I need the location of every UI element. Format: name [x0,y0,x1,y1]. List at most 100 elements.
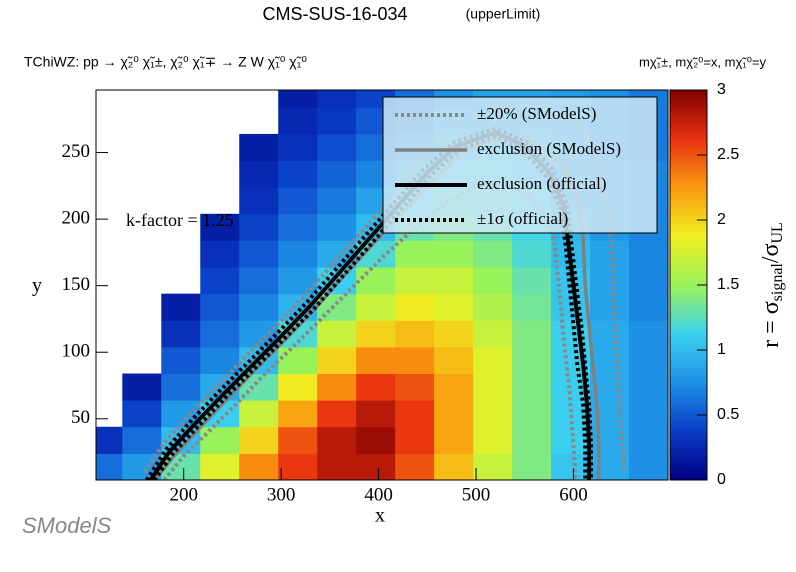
heatmap-cell [434,240,474,268]
heatmap-cell [317,160,357,188]
heatmap-cell [161,346,201,375]
heatmap-cell [278,426,318,454]
heatmap-cell [278,346,318,375]
heatmap-cell [356,453,396,481]
heatmap-cell [200,293,240,321]
heatmap-cell [239,160,279,188]
heatmap-cell [590,346,630,375]
heatmap-cell [278,240,318,268]
heatmap-cell [356,346,396,375]
heatmap-cell [278,133,318,162]
heatmap-cell [512,373,552,401]
heatmap-cell [356,373,396,401]
z-tick-label: 3 [717,81,726,98]
heatmap-cell [512,453,552,481]
y-axis-title: y [32,275,42,297]
heatmap-cell [317,107,357,135]
chart-title: CMS-SUS-16-034 [262,4,407,24]
heatmap-cell [239,293,279,321]
heatmap-cell [629,373,669,401]
heatmap-cell [512,346,552,375]
heatmap-cell [200,426,240,454]
legend-label: ±1σ (official) [477,209,568,228]
heatmap-cell [239,453,279,481]
heatmap-cell [317,187,357,215]
heatmap-cell [395,400,435,428]
heatmap-cell [96,426,123,454]
x-axis-title: x [375,505,385,527]
heatmap-cell [317,90,357,108]
heatmap-cell [278,453,318,481]
heatmap-cell [278,107,318,135]
heatmap-cell [395,426,435,454]
y-tick-label: 150 [62,274,91,295]
z-tick-label: 2 [717,211,726,228]
heatmap-cell [512,320,552,348]
heatmap-cell [512,293,552,321]
heatmap-cell [473,293,513,321]
heatmap-cell [434,453,474,481]
x-tick-label: 500 [462,484,491,505]
heatmap-cell [434,293,474,321]
heatmap-cell [473,426,513,454]
y-tick-label: 100 [62,341,91,362]
plot-frame [95,89,669,481]
legend-label: exclusion (SModelS) [477,139,621,158]
heatmap-cell [512,400,552,428]
heatmap-cell [434,267,474,295]
heatmap-cell [395,320,435,348]
heatmap-cell [278,187,318,215]
heatmap-cell [317,346,357,375]
heatmap-cell [278,373,318,401]
heatmap-cell [239,267,279,295]
z-tick-label: 2.5 [717,146,739,163]
heatmap-cell [278,400,318,428]
legend-label: ±20% (SModelS) [477,104,596,123]
heatmap-cell [473,400,513,428]
z-tick-label: 1.5 [717,276,739,293]
heatmap-cell [200,213,240,241]
heatmap-cell [356,267,396,295]
heatmap-cell [239,400,279,428]
heatmap-cell [122,400,162,428]
heatmap-cell [629,426,669,454]
heatmap-cell [395,373,435,401]
legend-label: exclusion (official) [477,174,607,193]
heatmap-cell [278,160,318,188]
heatmap-cell [200,346,240,375]
heatmap-cell [590,240,630,268]
heatmap-cell [161,373,201,401]
heatmap-cell [512,267,552,295]
x-tick-label: 400 [364,484,393,505]
heatmap-cell [356,320,396,348]
title-note: (upperLimit) [466,6,541,22]
heatmap-cell [200,240,240,268]
heatmap-cell [473,240,513,268]
heatmap-cell [590,320,630,348]
heatmap-cell [473,346,513,375]
heatmap-cell [161,293,201,321]
axes: 200 300 400 500 600 50 100 150 200 250 0 0.5 1 1.5 2 2.… [62,81,740,505]
colorbar-title-part: UL [769,222,786,243]
heatmap-cell [395,453,435,481]
heatmap-cell [434,346,474,375]
heatmap-cell [356,293,396,321]
heatmap-cell [278,213,318,241]
heatmap-cell [317,320,357,348]
y-tick-label: 50 [71,407,90,428]
heatmap-cell [473,267,513,295]
mass-note: mχ̃₁±, mχ̃₂⁰=x, mχ̃₁⁰=y [639,54,766,69]
heatmap-cell [395,267,435,295]
legend: ±20% (SModelS) exclusion (SModelS) exclusi… [395,104,621,228]
z-tick-label: 1 [717,341,726,358]
heatmap-cell [200,267,240,295]
heatmap-cell [512,240,552,268]
legend-box [382,96,658,234]
heatmap-cell [590,293,630,321]
colorbar-title-part: /σ [758,243,784,263]
heatmap-cell [629,320,669,348]
x-tick-label: 200 [169,484,198,505]
colorbar-title-part: signal [769,263,786,302]
heatmap-cell [122,373,162,401]
